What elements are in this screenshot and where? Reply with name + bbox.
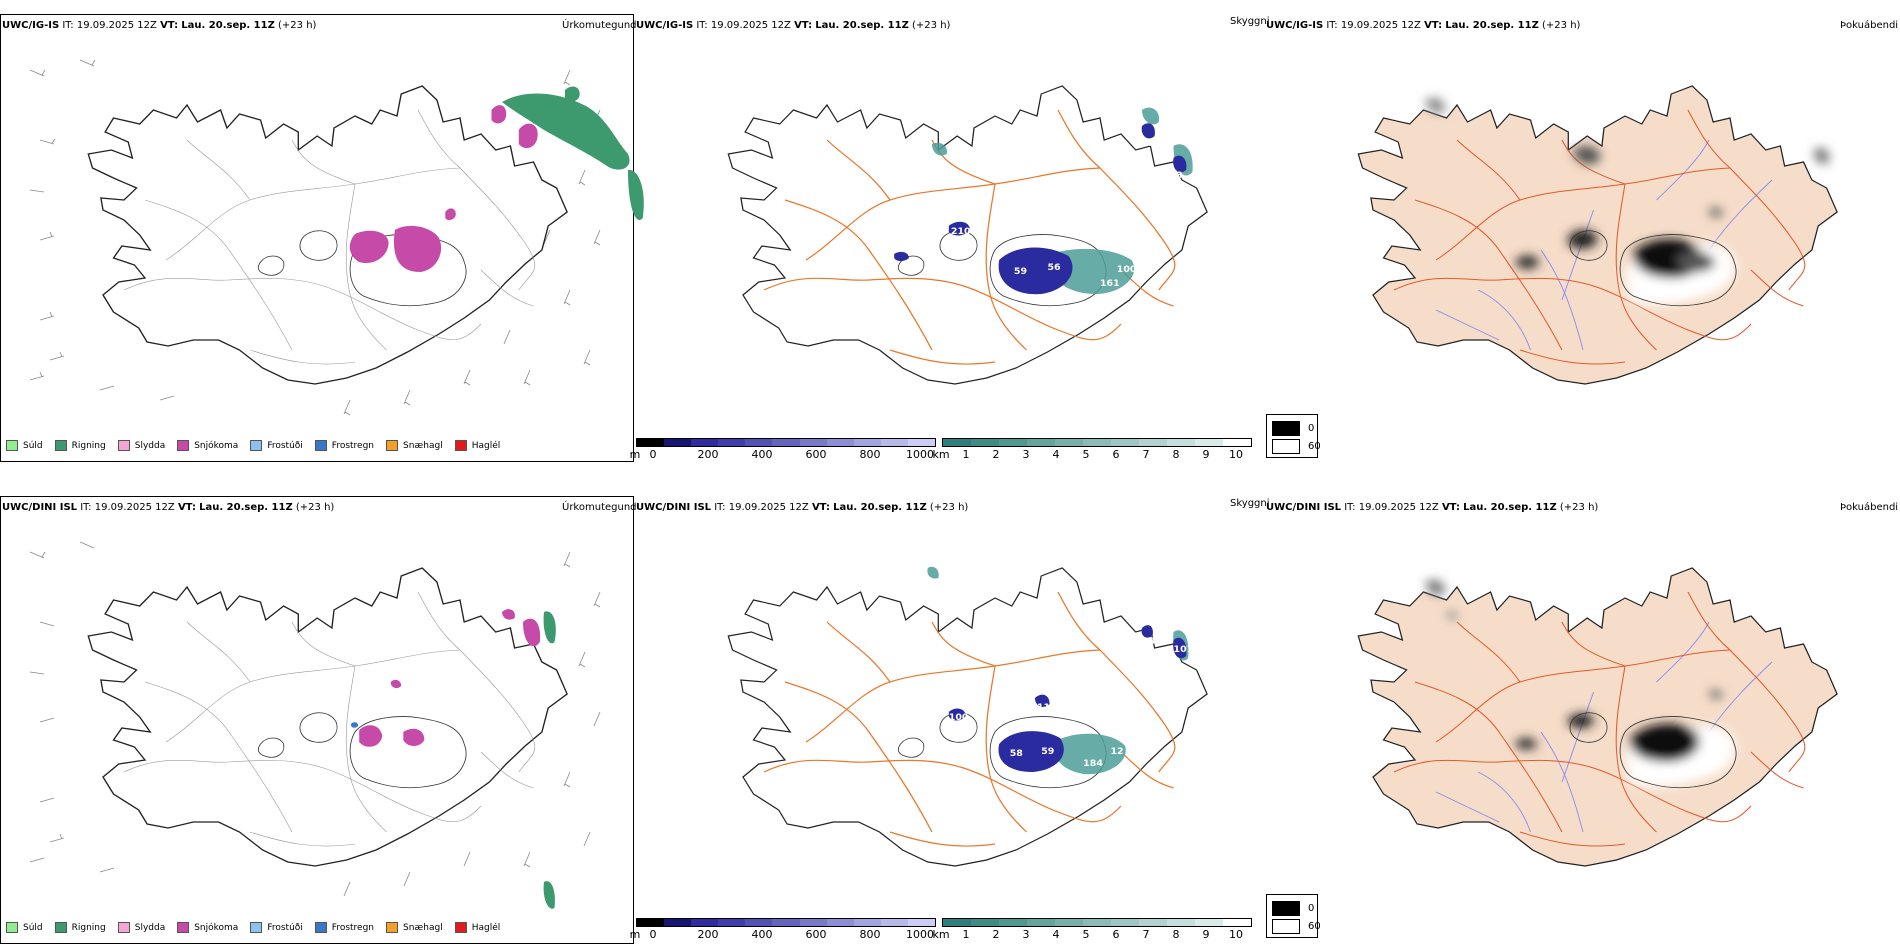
legend-item-sudl: Súld [6,440,43,451]
legend-item-slydda: Slydda [117,440,165,451]
precip-panel-title-2: Úrkomutegund [562,502,637,513]
fog-panel-title: Þokuábendi [1840,20,1899,31]
visibility-tick: 3 [1022,448,1030,461]
lead-time: (+23 h) [278,20,317,31]
cloud-value-2: 98 [1169,170,1182,181]
fog-panel-header-2: UWC/DINI ISL IT: 19.09.2025 12Z VT: Lau.… [1266,502,1599,513]
cloud-value-2: 101 [1174,644,1194,655]
it-value: 19.09.2025 12Z [76,20,157,31]
cloud-panel-header-2: UWC/DINI ISL IT: 19.09.2025 12Z VT: Lau.… [636,502,969,513]
visibility-tick: 1 [962,448,970,461]
fog-legend-min: 0 [1308,423,1315,434]
cloud-map: 71 98 109 210 59 56 27 100 161 [727,85,1208,385]
precip-panel-title: Úrkomutegund [562,20,637,31]
cloud-panel-title-2: Skyggni [1230,498,1270,509]
cloud-value-9: 161 [1100,278,1120,289]
cloud-value-5: 58 [1010,748,1023,759]
fog-areas [1425,97,1830,305]
visibility-tick: 6 [1112,448,1120,461]
precip-map [29,59,644,416]
legend-item-snaehagl: Snæhagl [386,440,443,451]
cloud-value-4: 100 [949,712,969,723]
cloud-value-4: 210 [951,226,971,237]
fog-panel-header: UWC/IG-IS IT: 19.09.2025 12Z VT: Lau. 20… [1266,20,1581,31]
ceiling-tick: 600 [805,448,827,461]
ceiling-tick: 0 [649,448,657,461]
cloud-panel-header: UWC/IG-IS IT: 19.09.2025 12Z VT: Lau. 20… [636,20,951,31]
snow-areas [349,105,538,272]
ceiling-labels: 71 98 109 210 59 56 27 100 161 [951,138,1183,289]
cloud-panel-title: Skyggni [1230,16,1270,27]
precip-panel-frame-2 [0,496,634,944]
precip-panel-header: UWC/IG-IS IT: 19.09.2025 12Z VT: Lau. 20… [2,20,316,32]
visibility-tick: 9 [1202,448,1210,461]
ceiling-colorbar: m 0 200 400 600 800 1000 [630,438,936,461]
legend-item-haglel: Haglél [454,440,500,451]
ceiling-colorbar-cells [636,438,936,447]
visibility-colorbar-2: km 1 2 3 4 5 6 7 8 9 10 [932,918,1252,941]
cloud-value-7: 12 [1111,746,1124,757]
cloud-map-2: 18 101 11 100 58 59 12 184 [727,566,1208,867]
precip-map-2 [29,541,601,909]
fog-legend: 0 60 [1266,414,1321,458]
legend-item-frostudi: Frostúði [250,440,303,451]
visibility-tick: 7 [1142,448,1150,461]
legend-item-frostregn: Frostregn [314,440,374,451]
legend-item-snjokoma: Snjókoma [177,440,238,451]
ceiling-tick: 800 [859,448,881,461]
rain-areas [501,86,644,220]
cloud-value-5: 59 [1014,266,1027,277]
cloud-value-8: 100 [1117,264,1137,275]
visibility-tick: 10 [1229,448,1243,461]
legend-item-rigning: Rigning [54,440,106,451]
precip-panel-header-2: UWC/DINI ISL IT: 19.09.2025 12Z VT: Lau.… [2,502,335,513]
fog-panel-title-2: Þokuábendi [1840,502,1899,513]
precip-legend: Súld Rigning Slydda Snjókoma Frostúði Fr… [6,440,512,451]
ceiling-unit: m [629,448,641,461]
wind-barbs [29,59,601,416]
fog-map [1357,85,1838,385]
cloud-value-1: 71 [1142,138,1155,149]
fog-map-2 [1357,567,1838,867]
ceiling-tick: 400 [751,448,773,461]
visibility-tick: 8 [1172,448,1180,461]
it-label: IT: [62,20,74,31]
visibility-colorbar-cells [942,438,1252,447]
vt-value: Lau. 20.sep. 11Z [181,20,275,31]
ceiling-tick: 1000 [906,448,934,461]
vt-label: VT: [160,20,179,31]
visibility-colorbar: km 1 2 3 4 5 6 7 8 9 10 [932,438,1252,461]
cloud-value-3: 109 [1056,210,1076,221]
visibility-tick: 2 [992,448,1000,461]
cloud-value-8: 184 [1083,758,1103,769]
cloud-value-1: 18 [1142,636,1155,647]
ceiling-colorbar-2: m 0 200 400 600 800 1000 [630,918,936,941]
visibility-tick: 5 [1082,448,1090,461]
cloud-value-7: 27 [1115,242,1128,253]
cloud-value-3: 11 [1037,702,1050,713]
fog-legend-2: 0 60 [1266,894,1321,938]
visibility-unit: km [932,448,950,461]
model-name: UWC/IG-IS [2,20,60,31]
precip-panel-frame [0,14,634,462]
fog-legend-max: 60 [1308,441,1321,452]
cloud-value-6: 59 [1041,746,1054,757]
precip-legend-2: Súld Rigning Slydda Snjókoma Frostúði Fr… [6,922,512,933]
ceiling-tick: 200 [697,448,719,461]
ceiling-areas [894,123,1187,295]
cloud-value-6: 56 [1048,262,1061,273]
visibility-tick: 4 [1052,448,1060,461]
